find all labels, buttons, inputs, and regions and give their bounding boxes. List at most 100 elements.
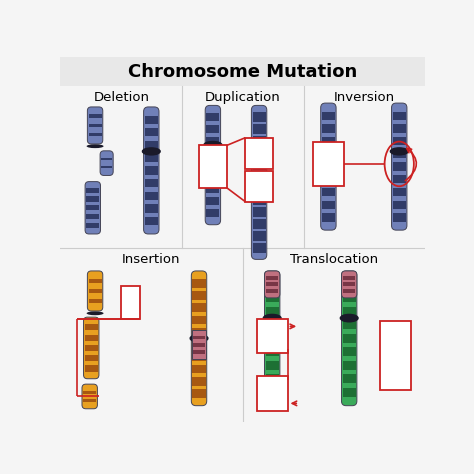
Bar [343,283,356,286]
FancyBboxPatch shape [191,330,206,359]
FancyBboxPatch shape [341,271,357,298]
Bar [253,243,265,253]
Bar [343,289,356,293]
Bar [145,128,158,137]
Bar [192,328,206,337]
Bar [253,195,265,205]
Text: Insertion: Insertion [122,253,181,266]
FancyBboxPatch shape [191,271,207,406]
Bar [125,309,135,311]
Bar [206,113,219,121]
FancyBboxPatch shape [87,107,103,144]
Bar [206,209,219,217]
Bar [343,320,356,329]
Bar [192,365,206,374]
Bar [61,57,425,86]
Bar [343,334,356,343]
Bar [192,316,206,324]
Bar [206,185,219,193]
Bar [253,183,265,193]
Ellipse shape [87,144,103,148]
Bar [89,299,101,303]
Bar [86,196,100,202]
Bar [145,166,158,174]
Bar [145,192,158,200]
Text: Deletion: Deletion [93,91,149,104]
Bar [145,217,158,226]
Bar [392,137,406,146]
Ellipse shape [250,144,268,153]
FancyBboxPatch shape [87,271,103,311]
Bar [193,343,205,347]
FancyBboxPatch shape [124,288,136,317]
Bar [86,188,100,193]
FancyBboxPatch shape [392,103,407,230]
Bar [192,389,206,398]
Bar [265,320,279,329]
Bar [253,148,265,158]
Bar [193,336,205,339]
Bar [145,204,158,213]
Bar [125,294,135,297]
Bar [265,334,279,343]
Bar [322,163,335,171]
Bar [392,175,406,183]
Bar [101,166,112,168]
Bar [322,188,335,196]
Bar [322,175,335,183]
Bar [145,179,158,187]
Bar [145,154,158,162]
Bar [389,328,401,332]
Bar [206,137,219,145]
Bar [145,141,158,149]
Bar [253,231,265,241]
Bar [206,126,219,133]
Bar [322,124,335,133]
Bar [192,291,206,300]
Ellipse shape [190,335,208,342]
Bar [343,307,356,316]
Ellipse shape [391,148,408,155]
Bar [85,335,98,341]
Bar [192,377,206,385]
FancyBboxPatch shape [144,107,159,234]
Text: Inversion: Inversion [334,91,395,104]
Bar [265,280,279,289]
Bar [343,347,356,356]
FancyBboxPatch shape [264,271,280,298]
Bar [265,361,279,370]
Bar [389,356,402,363]
Bar [265,307,279,316]
Bar [206,173,219,181]
Bar [392,188,406,196]
Bar [265,388,279,397]
Bar [193,350,205,354]
Bar [389,336,401,339]
Bar [343,374,356,383]
Bar [121,286,140,319]
Text: Translocation: Translocation [290,253,378,266]
Bar [253,124,265,134]
Bar [253,136,265,146]
Text: Duplication: Duplication [205,91,281,104]
Ellipse shape [319,148,337,155]
Text: Chromosome Mutation: Chromosome Mutation [128,63,357,81]
Bar [253,207,265,217]
Bar [125,301,135,304]
Bar [343,293,356,302]
FancyBboxPatch shape [83,317,99,379]
Bar [322,213,335,221]
Bar [192,279,206,288]
Bar [392,124,406,133]
Bar [89,289,101,293]
Bar [253,160,265,170]
Bar [392,201,406,209]
Ellipse shape [204,142,222,148]
Bar [389,369,402,375]
Bar [343,361,356,370]
Bar [253,112,265,122]
Bar [83,399,96,402]
Bar [199,146,227,188]
FancyBboxPatch shape [388,322,403,346]
Bar [343,388,356,397]
